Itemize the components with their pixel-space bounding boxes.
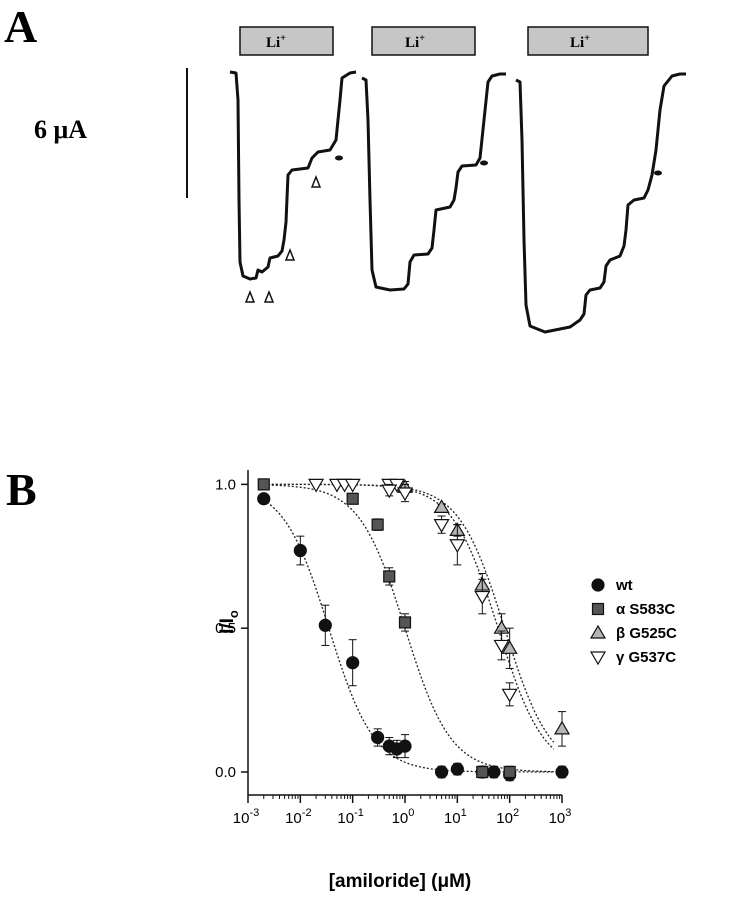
panel-a-letter: A xyxy=(4,1,37,52)
legend-label: α S583C xyxy=(616,601,675,618)
point-s583c xyxy=(398,616,412,629)
legend-label: wt xyxy=(615,577,633,594)
x-tick-label: 10-1 xyxy=(337,807,363,827)
point-s583c xyxy=(383,570,396,583)
x-tick-label: 101 xyxy=(444,807,467,827)
trace-2-marker xyxy=(480,160,488,166)
legend-marker xyxy=(591,578,605,592)
x-ticks: 10-3 10-2 10-1 100 101 102 103 xyxy=(233,795,572,827)
legend-label: γ G537C xyxy=(616,649,676,666)
x-axis-title: [amiloride] (μM) xyxy=(329,871,472,892)
li-bar-3: Li+ xyxy=(527,26,649,56)
y-axis-title: I/Io xyxy=(217,610,241,634)
current-trace-3 xyxy=(515,72,686,334)
point-g525c xyxy=(433,499,450,513)
fit-curve xyxy=(263,499,554,773)
point-g537c xyxy=(474,590,491,605)
li-bar-1: Li+ xyxy=(239,26,334,56)
current-trace-1 xyxy=(229,70,357,281)
y-tick-label: 0.0 xyxy=(215,764,236,781)
point-wt xyxy=(555,765,569,779)
arrowhead-4 xyxy=(310,174,322,188)
point-g525c xyxy=(501,640,518,654)
point-wt xyxy=(346,656,360,670)
point-g525c xyxy=(553,720,571,735)
legend: wt α S583C β G525C γ G537C xyxy=(589,577,677,666)
point-wt xyxy=(487,765,501,779)
arrowhead-2 xyxy=(263,289,275,303)
li-bar-1-label: Li+ xyxy=(266,33,286,51)
point-s583c xyxy=(476,765,489,779)
point-g537c xyxy=(493,639,510,654)
x-tick-label: 100 xyxy=(392,807,415,827)
y-ticks: 0.0 0.5 1.0 xyxy=(215,476,248,781)
trace-1-marker xyxy=(335,155,343,161)
point-s583c xyxy=(257,478,270,491)
point-g537c xyxy=(381,484,398,499)
arrowhead-3 xyxy=(284,247,296,261)
data-points xyxy=(257,478,571,782)
fit-curve xyxy=(263,483,555,743)
point-wt xyxy=(293,543,307,558)
point-g537c xyxy=(344,478,361,493)
point-wt xyxy=(318,618,332,632)
legend-label: β G525C xyxy=(616,625,677,642)
point-g537c xyxy=(501,688,518,703)
point-g537c xyxy=(308,478,325,493)
dose-response-plot: 0.0 0.5 1.0 10-3 10-2 10-1 100 101 102 103 xyxy=(215,470,571,827)
point-wt xyxy=(371,730,385,745)
point-wt xyxy=(257,492,271,506)
x-tick-label: 103 xyxy=(549,807,572,827)
y-tick-label: 1.0 xyxy=(215,476,236,493)
point-wt xyxy=(450,762,464,776)
y-tick-label: 0.5 xyxy=(215,620,236,637)
scale-bar-label: 6 μA xyxy=(34,115,87,144)
x-tick-label: 102 xyxy=(496,807,519,827)
point-wt xyxy=(398,739,412,753)
point-g537c xyxy=(433,519,450,533)
legend-marker xyxy=(589,651,607,666)
current-trace-2 xyxy=(361,72,506,292)
li-bar-2-label: Li+ xyxy=(405,33,425,51)
li-bar-3-label: Li+ xyxy=(570,33,590,51)
point-g537c xyxy=(449,539,466,553)
panel-b-letter: B xyxy=(6,464,37,515)
legend-marker xyxy=(591,602,605,616)
arrowhead-1 xyxy=(244,289,256,303)
x-tick-label: 10-3 xyxy=(233,807,259,827)
point-wt xyxy=(434,765,449,779)
point-s583c xyxy=(503,765,516,779)
point-s583c xyxy=(346,492,359,505)
point-g537c xyxy=(396,487,414,502)
x-tick-label: 10-2 xyxy=(285,807,311,827)
li-bar-2: Li+ xyxy=(371,26,476,56)
trace-3-marker xyxy=(654,170,662,176)
legend-marker xyxy=(589,624,607,639)
point-s583c xyxy=(371,518,384,531)
